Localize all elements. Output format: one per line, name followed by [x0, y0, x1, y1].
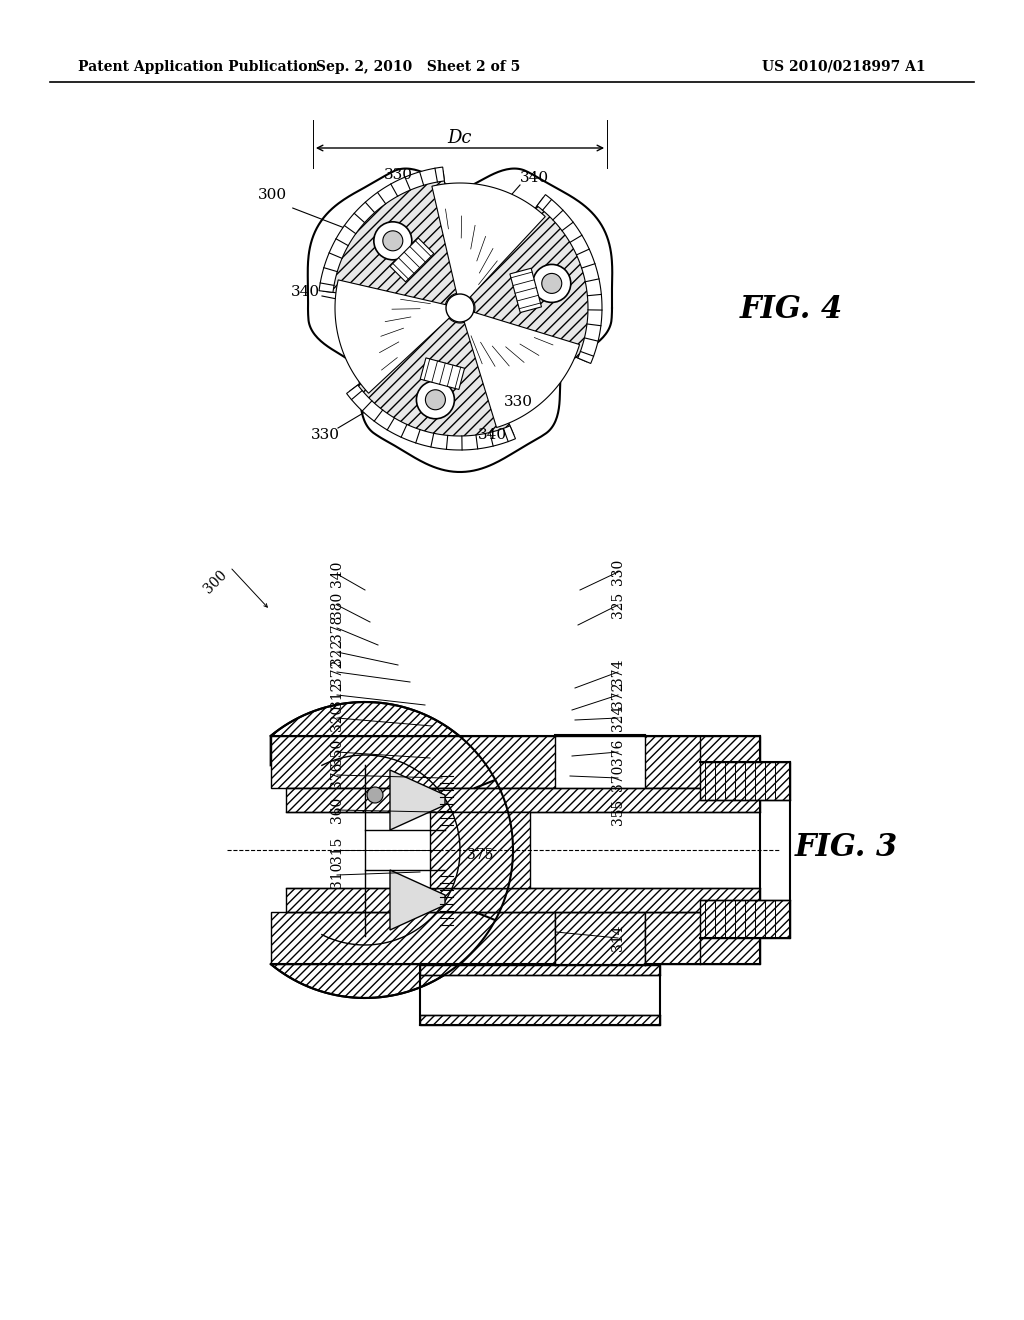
Circle shape	[383, 231, 402, 251]
Text: 370: 370	[611, 764, 625, 791]
Text: 340: 340	[519, 172, 549, 185]
Polygon shape	[432, 183, 545, 301]
Circle shape	[532, 264, 570, 302]
Text: 376: 376	[611, 739, 625, 766]
Text: 330: 330	[310, 428, 340, 442]
Polygon shape	[700, 762, 790, 800]
Circle shape	[367, 787, 383, 803]
Text: Patent Application Publication: Patent Application Publication	[78, 59, 317, 74]
Circle shape	[374, 222, 412, 260]
Polygon shape	[700, 900, 790, 939]
Polygon shape	[555, 912, 645, 965]
Polygon shape	[420, 965, 660, 975]
Circle shape	[417, 380, 455, 418]
Polygon shape	[430, 812, 530, 888]
Text: FIG. 3: FIG. 3	[795, 833, 898, 863]
Text: 350: 350	[330, 739, 344, 766]
Polygon shape	[270, 912, 555, 964]
Text: 376: 376	[330, 762, 344, 788]
Text: 330: 330	[504, 395, 532, 409]
Polygon shape	[350, 317, 514, 446]
Text: US 2010/0218997 A1: US 2010/0218997 A1	[762, 59, 926, 74]
Polygon shape	[286, 888, 760, 912]
Polygon shape	[286, 788, 760, 812]
Polygon shape	[469, 198, 598, 362]
Text: 300: 300	[257, 187, 287, 202]
Text: 340: 340	[477, 428, 507, 442]
Text: 375: 375	[467, 847, 494, 862]
Polygon shape	[335, 280, 453, 393]
Text: 355: 355	[611, 799, 625, 825]
Text: 374: 374	[611, 659, 625, 685]
Text: 340: 340	[330, 561, 344, 587]
Polygon shape	[463, 312, 580, 428]
Polygon shape	[645, 912, 760, 964]
Polygon shape	[308, 169, 612, 473]
Text: 340: 340	[291, 285, 319, 300]
Text: 312: 312	[330, 682, 344, 709]
Polygon shape	[270, 737, 555, 788]
Circle shape	[542, 273, 562, 293]
Polygon shape	[390, 770, 445, 830]
Circle shape	[425, 389, 445, 409]
Polygon shape	[323, 172, 458, 306]
Text: 320: 320	[330, 705, 344, 731]
Polygon shape	[537, 194, 602, 363]
Text: Dc: Dc	[447, 129, 472, 147]
Polygon shape	[319, 168, 444, 293]
Polygon shape	[645, 737, 760, 788]
Polygon shape	[510, 268, 542, 313]
Polygon shape	[420, 358, 465, 389]
Text: 330: 330	[611, 558, 625, 585]
Text: 324: 324	[611, 705, 625, 731]
Text: 330: 330	[384, 168, 413, 182]
Text: FIG. 4: FIG. 4	[740, 294, 843, 326]
Polygon shape	[346, 385, 515, 450]
Text: 380: 380	[330, 591, 344, 618]
Text: 314: 314	[611, 925, 625, 952]
Text: 310: 310	[330, 862, 344, 888]
Circle shape	[446, 294, 474, 322]
Text: 372: 372	[611, 682, 625, 709]
Text: 300: 300	[201, 568, 229, 597]
Text: 325: 325	[611, 591, 625, 618]
Text: 315: 315	[330, 837, 344, 863]
Polygon shape	[270, 702, 513, 998]
Text: 378: 378	[330, 615, 344, 642]
Polygon shape	[390, 870, 445, 931]
Polygon shape	[390, 238, 434, 282]
Text: 360: 360	[330, 797, 344, 824]
Text: Sep. 2, 2010   Sheet 2 of 5: Sep. 2, 2010 Sheet 2 of 5	[315, 59, 520, 74]
Text: 372: 372	[330, 659, 344, 685]
Polygon shape	[420, 1015, 660, 1026]
Text: 322: 322	[330, 639, 344, 665]
